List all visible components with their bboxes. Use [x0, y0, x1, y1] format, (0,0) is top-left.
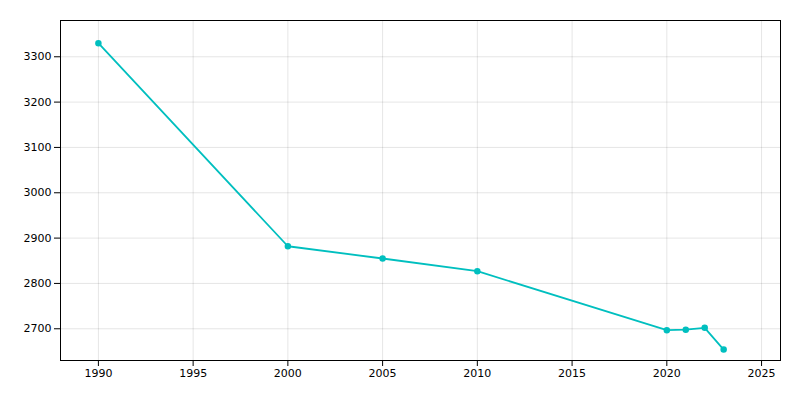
svg-text:1990: 1990 [84, 367, 112, 380]
svg-text:2020: 2020 [653, 367, 681, 380]
svg-text:3200: 3200 [24, 96, 52, 109]
svg-text:2800: 2800 [24, 277, 52, 290]
svg-text:3300: 3300 [24, 50, 52, 63]
svg-text:2005: 2005 [369, 367, 397, 380]
svg-text:2900: 2900 [24, 232, 52, 245]
svg-text:3000: 3000 [24, 186, 52, 199]
svg-text:3100: 3100 [24, 141, 52, 154]
svg-text:2010: 2010 [463, 367, 491, 380]
svg-text:2025: 2025 [748, 367, 776, 380]
svg-text:2700: 2700 [24, 322, 52, 335]
svg-text:1995: 1995 [179, 367, 207, 380]
svg-text:2015: 2015 [558, 367, 586, 380]
svg-text:2000: 2000 [274, 367, 302, 380]
